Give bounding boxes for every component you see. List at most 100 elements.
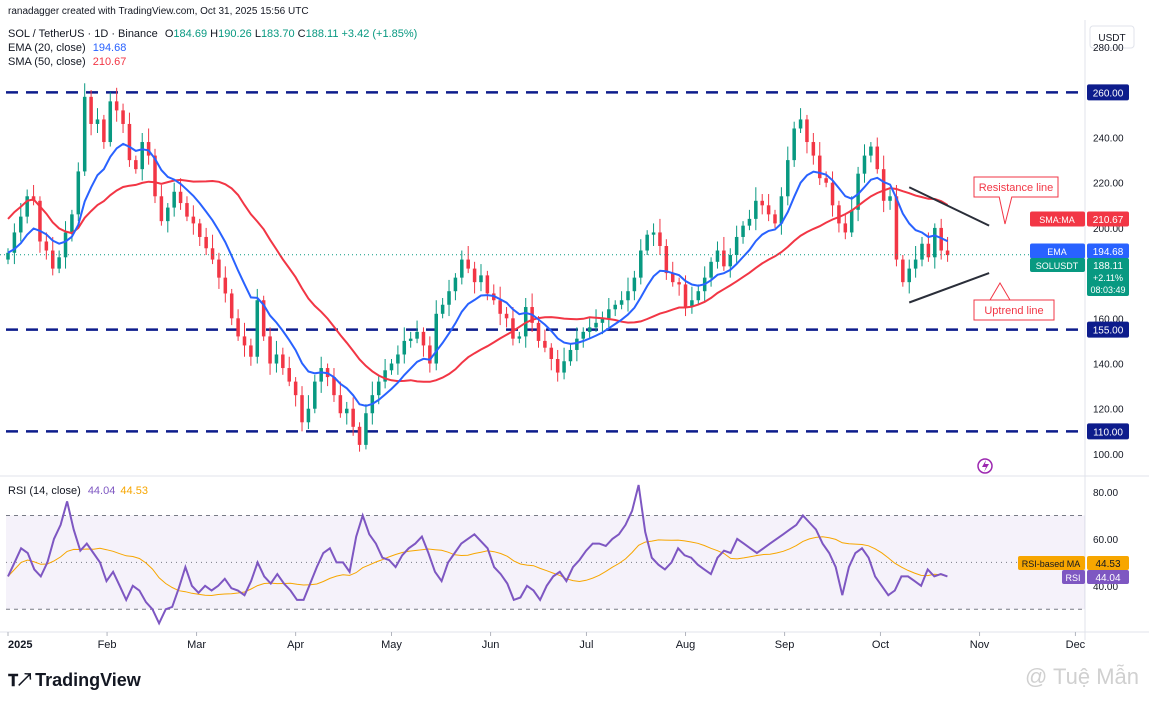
candle-body (191, 216, 196, 224)
candle-body (773, 214, 777, 224)
time-axis-label: Jul (579, 639, 593, 651)
candle-body (632, 277, 637, 292)
rsi-line (7, 484, 948, 626)
rsi-tag-value-bg (1087, 570, 1129, 584)
sma-price-tag-value-bg (1087, 211, 1129, 227)
candle-body (306, 408, 311, 423)
candle-body (747, 218, 752, 226)
candle-body (849, 209, 854, 233)
resistance-annotation: Resistance line (973, 176, 1059, 225)
level-tag-label: 260.00 (1093, 88, 1124, 99)
candle-body (357, 426, 362, 445)
candle-body (728, 255, 733, 267)
rsi-tag-value: 44.04 (1095, 573, 1120, 584)
candle-body (734, 236, 739, 256)
ohlc-close-label: C (297, 28, 306, 40)
candle-body (460, 259, 464, 278)
time-axis-label: Aug (676, 639, 696, 651)
level-tag-label: 155.00 (1093, 326, 1124, 337)
candle-body (619, 300, 624, 305)
ohlc-open-label: O (164, 28, 174, 40)
price-tick-label: 120.00 (1093, 405, 1124, 416)
candle-body (396, 354, 400, 364)
candle-body (888, 196, 892, 201)
ema-line (7, 142, 949, 407)
last-price-countdown: 08:03:49 (1090, 285, 1125, 295)
sma-line (7, 178, 949, 383)
candle-body (626, 291, 630, 301)
candle-body (587, 327, 592, 332)
candle-body (95, 119, 100, 124)
uptrend-annotation: Uptrend line (973, 282, 1055, 321)
rsi-ma-tag-label: RSI-based MA (1022, 559, 1081, 569)
watermark-text: @ Tuệ Mẫn (1024, 664, 1139, 689)
price-tick-label: 100.00 (1093, 450, 1124, 461)
ema-legend-value: 194.68 (92, 42, 127, 54)
candle-body (293, 381, 298, 396)
candle-body (108, 101, 113, 143)
rsi-tick-label: 60.00 (1093, 535, 1118, 546)
rsi-tag-label: RSI (1065, 573, 1080, 583)
candle-body (581, 331, 586, 339)
candle-body (517, 336, 522, 339)
candle-body (817, 155, 822, 179)
time-axis-label: Dec (1066, 639, 1086, 651)
level-tag-label: 110.00 (1093, 427, 1123, 438)
candle-body (376, 381, 381, 396)
time-axis-label: 2025 (8, 639, 32, 651)
tradingview-brand[interactable]: 𝐓↗ TradingView (8, 670, 141, 691)
candle-body (402, 340, 407, 355)
candle-body (792, 128, 796, 161)
tradingview-logo-icon: 𝐓↗ (8, 673, 32, 690)
symbol-name[interactable]: SOL / TetherUS · 1D · Binance (8, 28, 158, 40)
candle-body (408, 338, 413, 341)
candle-body (875, 146, 880, 170)
candle-body (25, 196, 29, 217)
rsi-legend[interactable]: RSI (14, close) 44.04 44.53 (8, 485, 148, 497)
candle-body (44, 241, 49, 251)
sma-legend-label: SMA (50, close) (8, 56, 86, 68)
time-axis-label: Mar (187, 639, 206, 651)
candle-body (300, 395, 304, 423)
candle-body (217, 259, 221, 278)
candle-body (178, 191, 183, 204)
candle-body (881, 169, 886, 201)
candle-body (664, 246, 669, 274)
candle-body (856, 173, 860, 210)
candle-body (415, 331, 419, 339)
symbol-legend[interactable]: SOL / TetherUS · 1D · Binance O184.69 H1… (8, 28, 417, 40)
ema-legend[interactable]: EMA (20, close) 194.68 (8, 42, 126, 54)
candle-body (670, 273, 675, 283)
ohlc-close: 188.11 (305, 28, 339, 40)
last-price-label-bg (1030, 258, 1085, 272)
candle-body (677, 282, 681, 285)
candle-body (389, 363, 394, 371)
candle-body (511, 318, 515, 339)
ohlc-low-label: L (254, 28, 261, 40)
candle-body (63, 232, 68, 258)
candle-body (229, 293, 234, 319)
candle-body (690, 300, 694, 308)
candle-body (594, 322, 598, 328)
candle-body (607, 309, 611, 319)
sma-legend-value: 210.67 (92, 56, 127, 68)
candle-body (6, 252, 10, 260)
candle-body (345, 408, 349, 414)
last-price-change: +2.11% (1093, 273, 1123, 283)
ema-price-tag-value-bg (1087, 243, 1129, 259)
candle-body (683, 284, 688, 308)
candle-body (268, 336, 272, 364)
sma-legend[interactable]: SMA (50, close) 210.67 (8, 56, 126, 68)
candle-body (779, 196, 784, 224)
candle-body (242, 336, 247, 346)
rsi-legend-label: RSI (14, close) (8, 485, 81, 497)
last-price-box (1087, 258, 1129, 296)
candle-body (447, 291, 451, 305)
candle-body (837, 205, 841, 224)
candle-body (933, 227, 937, 258)
level-tag (1087, 321, 1129, 338)
candle-body (760, 200, 764, 206)
candle-body (479, 275, 483, 283)
rsi-legend-value: 44.04 (87, 485, 116, 497)
